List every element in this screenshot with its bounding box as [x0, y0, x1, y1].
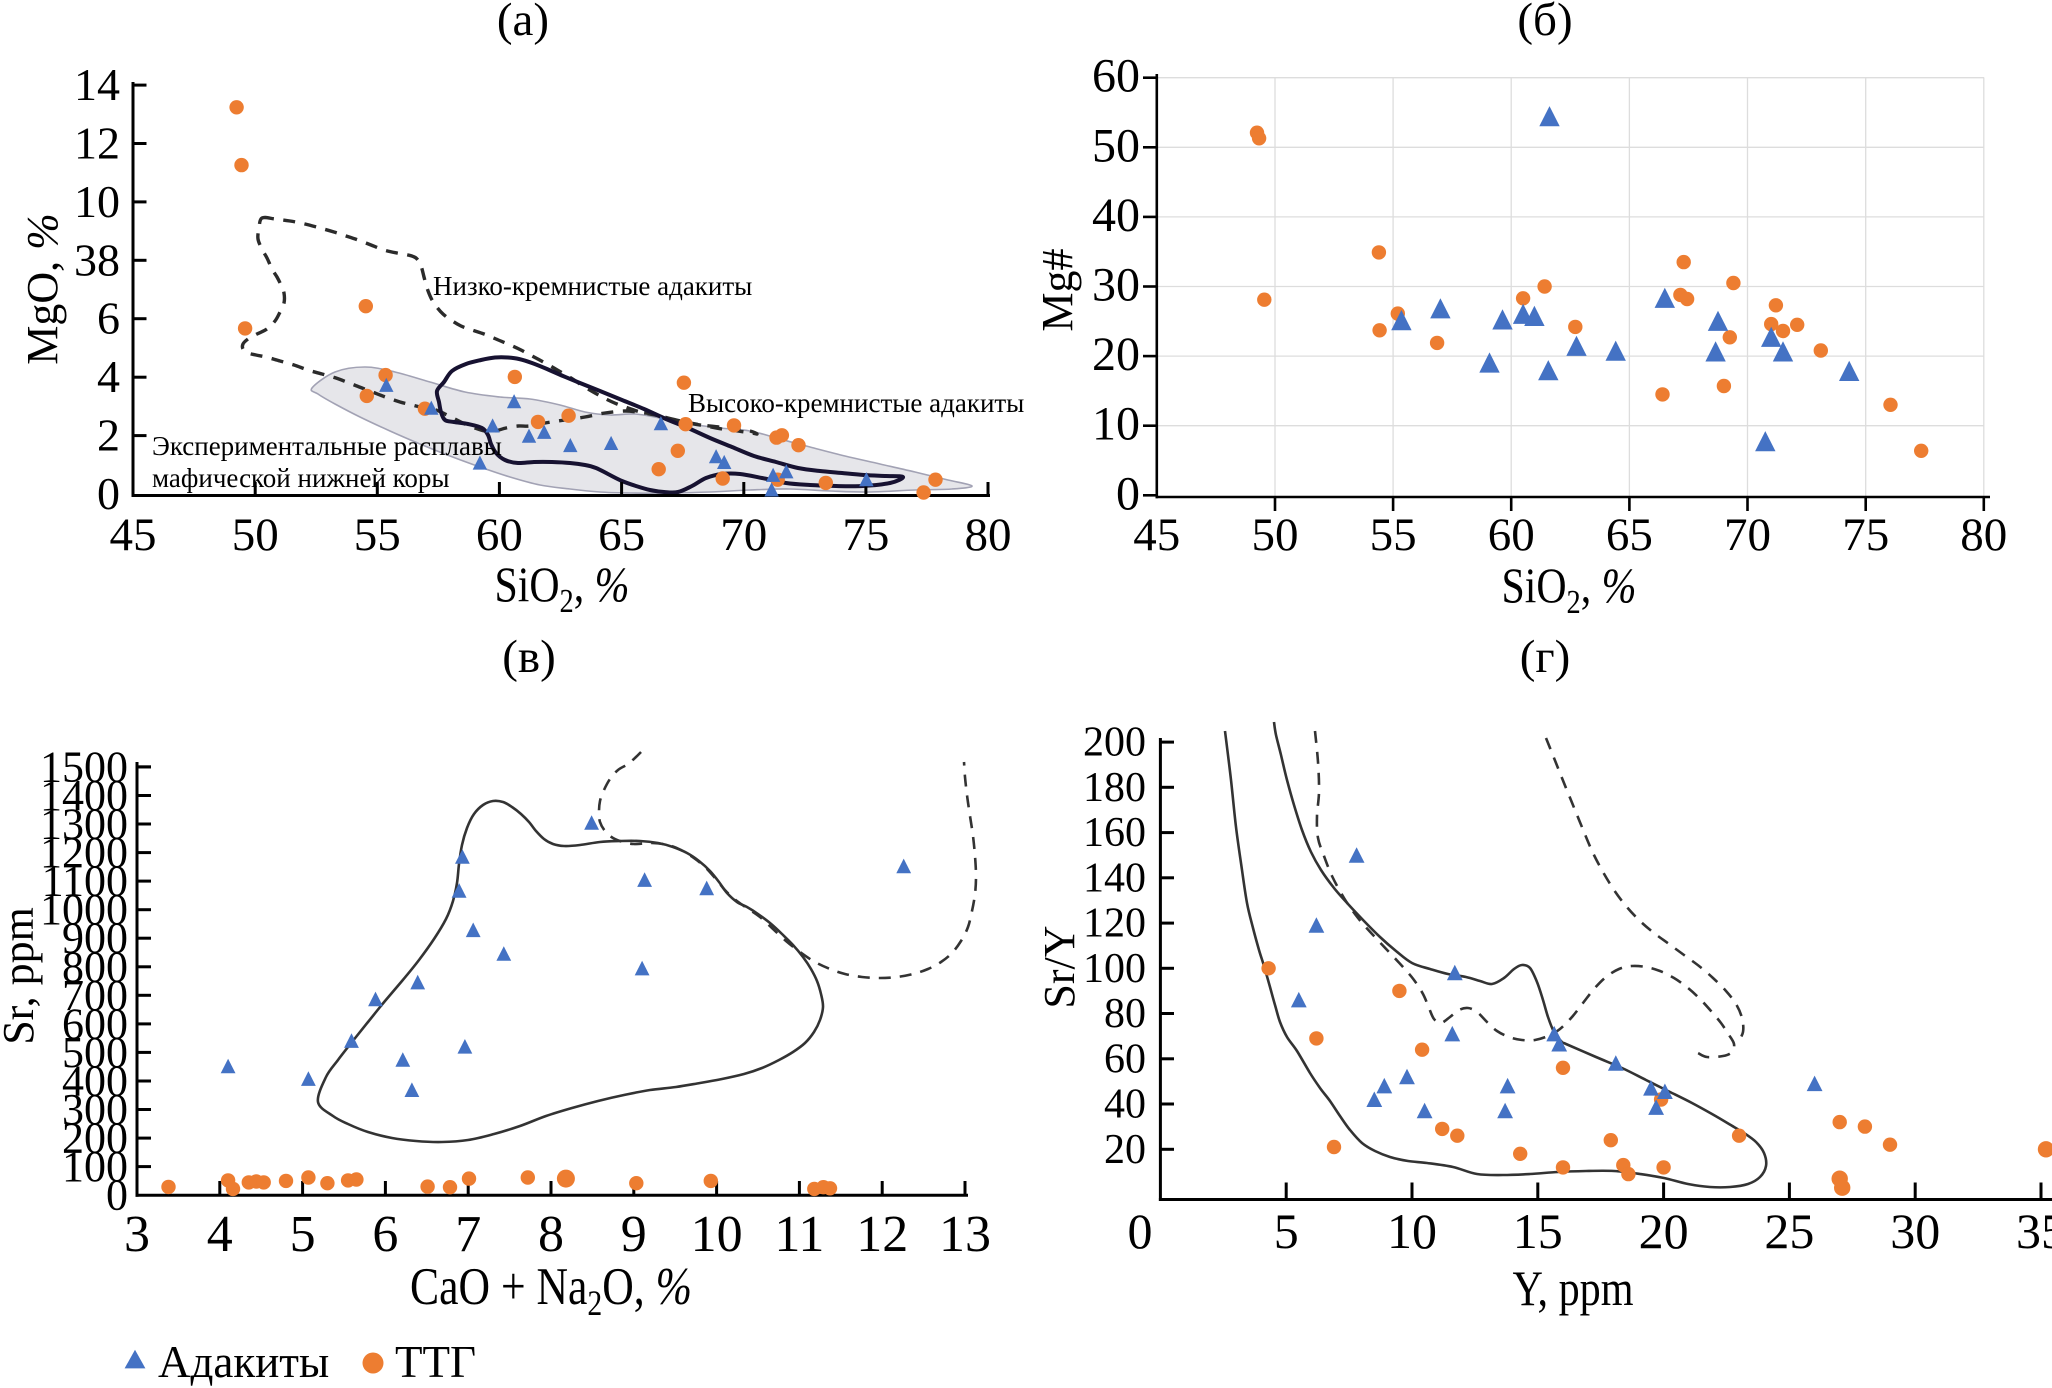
svg-text:100: 100 [1083, 946, 1146, 992]
svg-text:55: 55 [1370, 509, 1417, 561]
svg-text:45: 45 [110, 509, 157, 561]
svg-text:5: 5 [1274, 1203, 1299, 1259]
svg-text:500: 500 [62, 1028, 128, 1077]
svg-text:38: 38 [74, 234, 120, 285]
svg-text:65: 65 [1606, 509, 1653, 561]
svg-text:2: 2 [97, 410, 120, 461]
svg-text:1400: 1400 [40, 771, 128, 820]
svg-text:7: 7 [455, 1206, 481, 1263]
svg-text:120: 120 [1083, 901, 1146, 947]
svg-text:4: 4 [207, 1206, 233, 1263]
svg-text:0: 0 [97, 468, 120, 519]
svg-text:1100: 1100 [42, 857, 128, 906]
svg-text:20: 20 [1092, 328, 1140, 381]
svg-text:(в): (в) [502, 631, 556, 683]
svg-text:50: 50 [232, 509, 279, 561]
svg-text:10: 10 [1387, 1203, 1437, 1259]
svg-text:MgO, %: MgO, % [18, 213, 67, 365]
svg-text:20: 20 [1639, 1203, 1689, 1259]
svg-text:700: 700 [62, 971, 128, 1020]
svg-text:140: 140 [1083, 855, 1146, 901]
svg-text:45: 45 [1133, 509, 1180, 561]
svg-text:Адакиты: Адакиты [158, 1337, 329, 1387]
svg-text:60: 60 [476, 509, 523, 561]
svg-text:5: 5 [290, 1206, 316, 1263]
svg-text:40: 40 [1092, 189, 1140, 242]
svg-text:30: 30 [1092, 259, 1140, 312]
svg-text:6: 6 [372, 1206, 398, 1263]
svg-text:180: 180 [1083, 765, 1146, 811]
svg-text:0: 0 [1116, 467, 1140, 520]
svg-text:100: 100 [62, 1142, 128, 1191]
svg-text:80: 80 [965, 509, 1012, 561]
svg-text:50: 50 [1092, 119, 1140, 172]
svg-text:40: 40 [1104, 1082, 1146, 1128]
svg-text:(б): (б) [1517, 0, 1572, 46]
svg-text:CaO + Na2O, %: CaO + Na2O, % [410, 1258, 692, 1323]
svg-text:600: 600 [62, 999, 128, 1048]
svg-text:200: 200 [62, 1114, 128, 1163]
svg-text:Экспериментальные расплавы: Экспериментальные расплавы [152, 431, 502, 461]
svg-text:0: 0 [106, 1171, 128, 1220]
svg-text:60: 60 [1488, 509, 1535, 561]
svg-text:4: 4 [97, 351, 120, 402]
svg-text:75: 75 [842, 509, 889, 561]
svg-text:65: 65 [598, 509, 645, 561]
svg-text:8: 8 [538, 1206, 564, 1263]
svg-text:1200: 1200 [40, 828, 128, 877]
svg-text:(г): (г) [1520, 631, 1571, 683]
svg-text:Низко-кремнистые адакиты: Низко-кремнистые адакиты [433, 271, 752, 301]
svg-text:80: 80 [1104, 991, 1146, 1037]
svg-text:Sr/Y: Sr/Y [1035, 925, 1084, 1008]
svg-text:80: 80 [1960, 509, 2007, 561]
svg-text:3: 3 [124, 1206, 150, 1263]
svg-text:10: 10 [1092, 398, 1140, 451]
svg-text:60: 60 [1104, 1036, 1146, 1082]
svg-text:1500: 1500 [40, 742, 128, 791]
svg-text:200: 200 [1083, 720, 1146, 766]
svg-text:15: 15 [1513, 1203, 1563, 1259]
svg-text:9: 9 [621, 1206, 647, 1263]
svg-text:ТТГ: ТТГ [395, 1337, 476, 1387]
svg-text:13: 13 [939, 1206, 991, 1263]
svg-text:60: 60 [1092, 50, 1140, 103]
svg-text:10: 10 [691, 1206, 743, 1263]
svg-text:(а): (а) [497, 0, 549, 46]
svg-text:12: 12 [856, 1206, 908, 1263]
svg-text:11: 11 [774, 1206, 824, 1263]
svg-text:70: 70 [1724, 509, 1771, 561]
svg-text:55: 55 [354, 509, 401, 561]
svg-text:Y, ppm: Y, ppm [1513, 1260, 1634, 1316]
svg-text:Sr, ppm: Sr, ppm [0, 907, 43, 1045]
svg-text:1300: 1300 [40, 800, 128, 849]
svg-text:800: 800 [62, 942, 128, 991]
svg-text:25: 25 [1764, 1203, 1814, 1259]
svg-text:50: 50 [1252, 509, 1299, 561]
svg-text:300: 300 [62, 1085, 128, 1134]
svg-text:70: 70 [720, 509, 767, 561]
svg-text:400: 400 [62, 1057, 128, 1106]
svg-text:20: 20 [1104, 1127, 1146, 1173]
svg-text:6: 6 [97, 293, 120, 344]
svg-text:900: 900 [62, 914, 128, 963]
svg-text:30: 30 [1890, 1203, 1940, 1259]
svg-text:10: 10 [74, 176, 120, 227]
svg-text:Mg#: Mg# [1033, 248, 1082, 331]
svg-text:75: 75 [1842, 509, 1889, 561]
svg-text:Высоко-кремнистые адакиты: Высоко-кремнистые адакиты [688, 388, 1024, 418]
svg-text:160: 160 [1083, 810, 1146, 856]
svg-text:12: 12 [74, 118, 120, 169]
svg-text:мафической нижней коры: мафической нижней коры [152, 463, 450, 493]
svg-text:1000: 1000 [40, 885, 128, 934]
svg-text:14: 14 [74, 59, 120, 110]
svg-text:35: 35 [2016, 1203, 2052, 1259]
svg-text:0: 0 [1128, 1203, 1153, 1259]
